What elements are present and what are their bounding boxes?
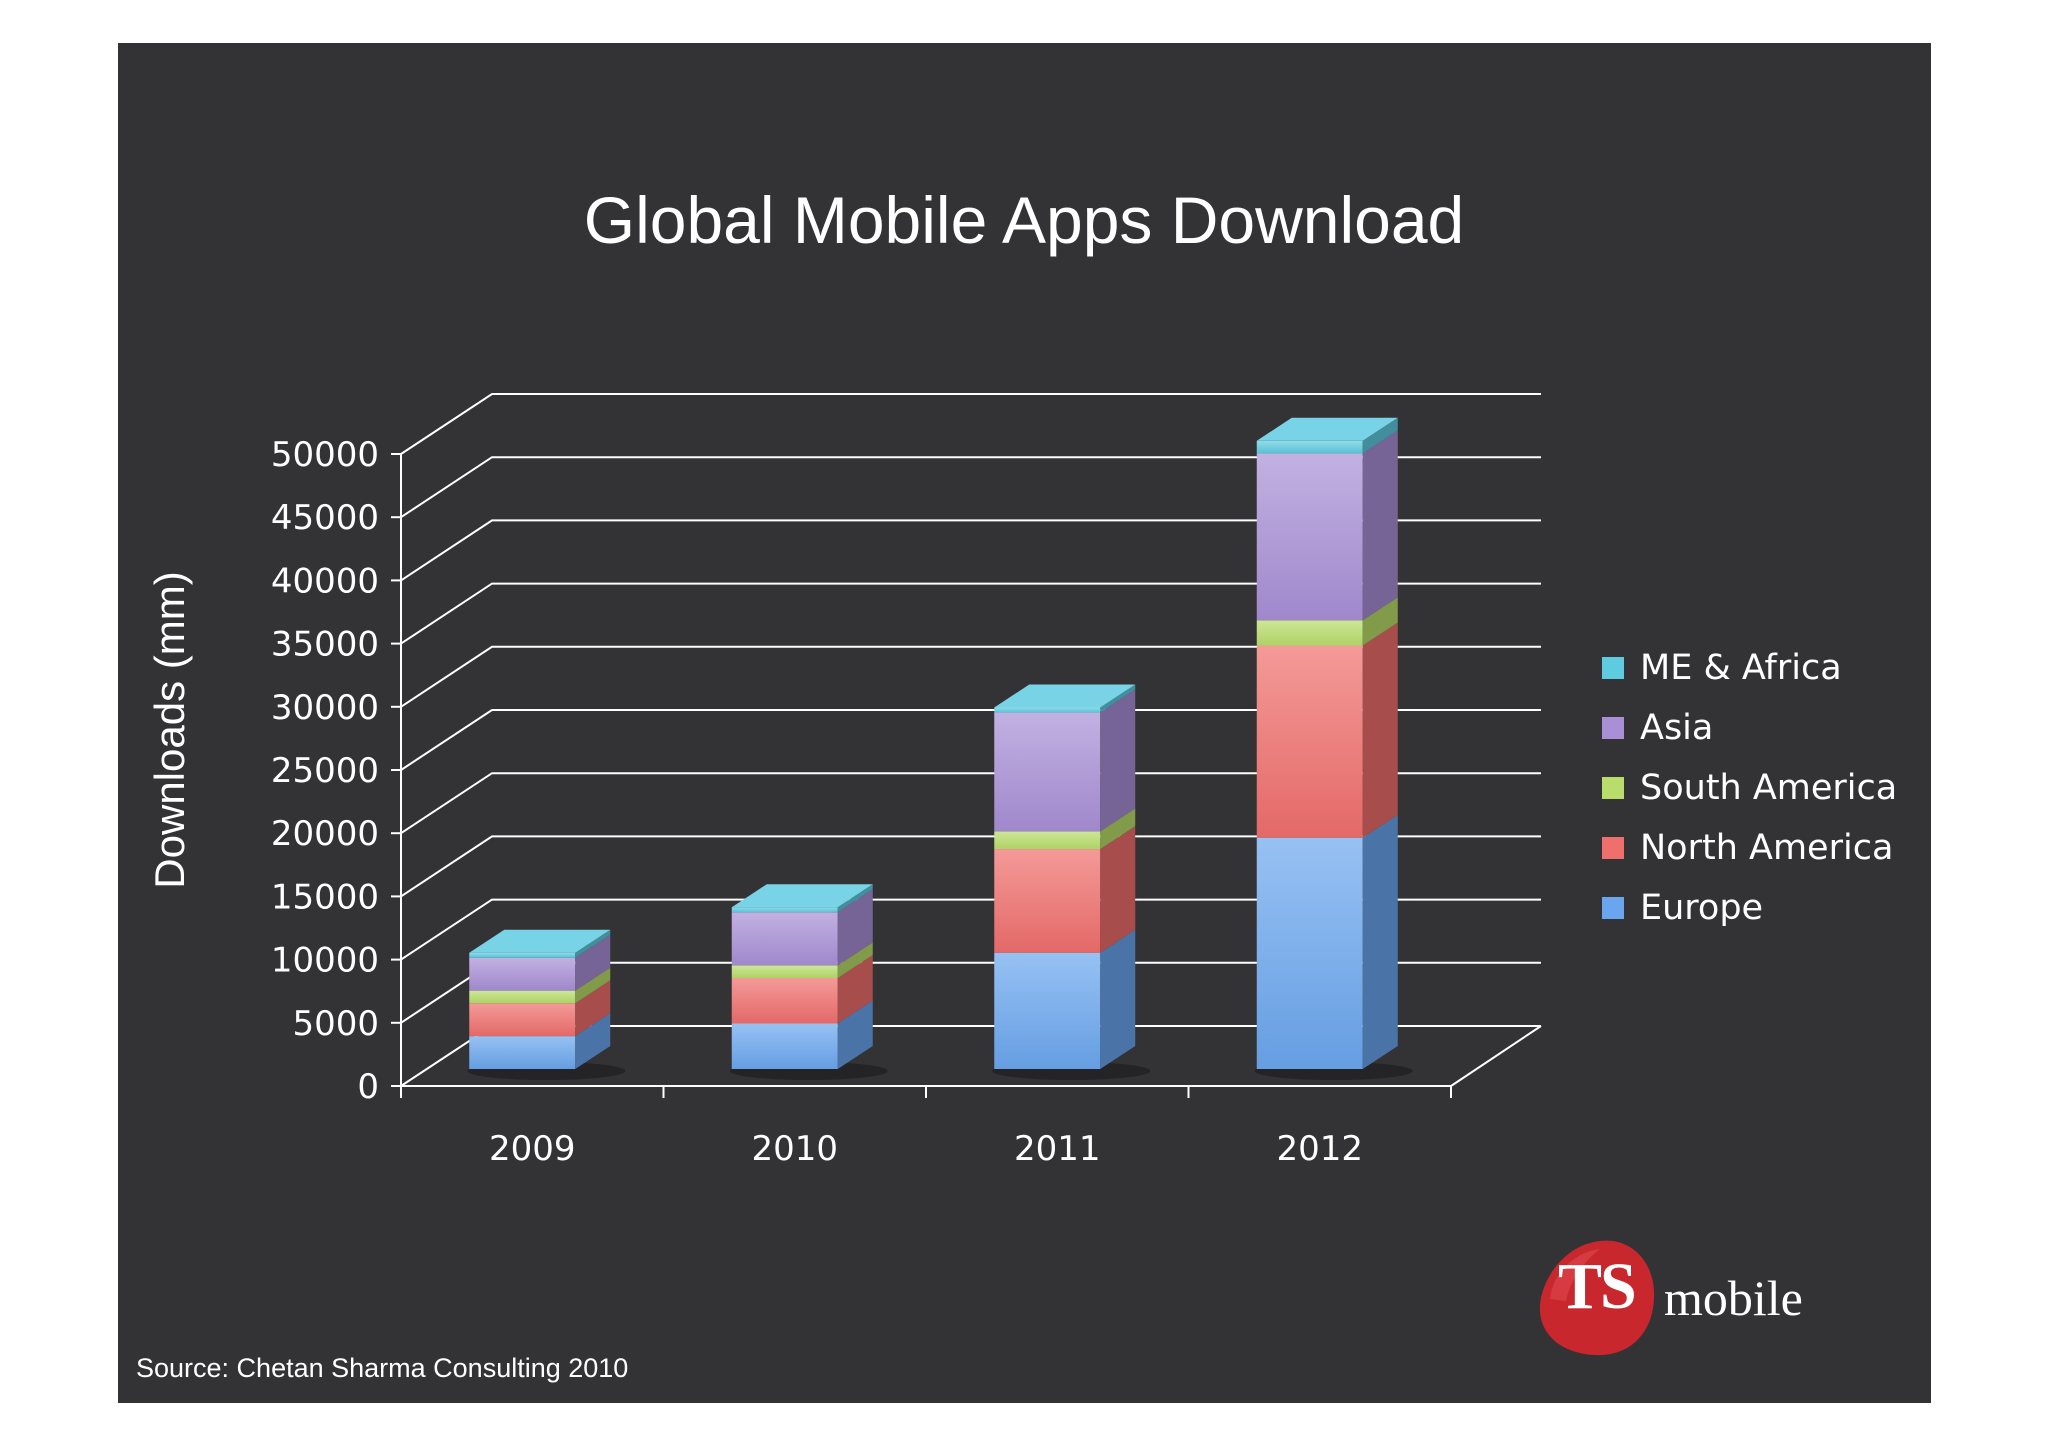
bar-segment-side [1100,684,1136,713]
y-tick-label: 10000 [271,941,379,981]
bar-top [1256,417,1398,441]
bar-segment [994,849,1101,953]
legend-swatch [1602,837,1624,859]
bar-segment-side [575,1013,611,1069]
bar-segment [1256,837,1363,1069]
bar-segment [1256,440,1363,454]
bar-segment [994,712,1101,832]
bar-segment [994,707,1101,713]
y-tick-label: 30000 [271,688,379,728]
bar-segment-side [837,884,873,913]
gridlines [400,393,1541,1087]
bar-segment [469,957,576,991]
bar-segment-side [1362,417,1398,454]
bar-segment-side [837,954,873,1024]
x-tick-label: 2009 [489,1129,576,1169]
bar-segment-side [1362,622,1398,838]
bar-segment-side [575,967,611,1004]
bar-segment-side [837,942,873,978]
bar-segment [994,952,1101,1069]
chart: Global Mobile Apps Download Downloads (m… [146,183,1897,1169]
bar-segment-side [1362,430,1398,621]
y-tick-label: 45000 [271,498,379,538]
gridline [400,645,1541,708]
legend: ME & Africa Asia South America North Americ… [1602,648,1897,928]
bar-segment-side [837,1000,873,1069]
gridline [400,898,1541,961]
slide: Global Mobile Apps Download Downloads (m… [118,43,1931,1403]
floor-edge-line [1450,1025,1542,1087]
bar-segment [1256,645,1363,838]
y-tick-label: 40000 [271,561,379,601]
bar-segment [731,907,838,913]
bar-segment [731,965,838,978]
y-tick-label: 20000 [271,814,379,854]
legend-label: South America [1640,768,1897,808]
bar-segment-side [1100,808,1136,850]
y-axis-label: Downloads (mm) [146,571,193,888]
bar-segment [469,1003,576,1037]
y-tick-label: 15000 [271,877,379,917]
bars [467,417,1413,1080]
source-note: Source: Chetan Sharma Consulting 2010 [136,1353,629,1383]
legend-swatch [1602,777,1624,799]
gridline [400,772,1541,835]
logo-mark: TS [1558,1250,1637,1323]
bar-top [994,684,1136,708]
legend-label: Europe [1640,888,1763,928]
y-tick-label: 35000 [271,625,379,665]
legend-label: Asia [1640,708,1713,748]
legend-swatch [1602,657,1624,679]
bar-segment-side [1100,929,1136,1069]
legend-swatch [1602,897,1624,919]
bar-segment [994,831,1101,850]
bar-top [469,929,611,953]
gridline [400,709,1541,771]
logo-word: mobile [1664,1270,1803,1326]
bar-segment-side [575,934,611,991]
gridline [400,456,1541,519]
gridline [400,835,1541,898]
y-tick-label: 25000 [271,751,379,791]
bar-segment-side [1100,826,1136,953]
x-tick-label: 2012 [1276,1129,1363,1169]
bar-segment [731,912,838,966]
y-tick-label: 50000 [271,435,379,475]
axes [391,453,1542,1098]
bar-segment [469,1036,576,1069]
bar-segment-side [575,980,611,1037]
gridline [400,519,1541,582]
chart-title: Global Mobile Apps Download [584,183,1465,257]
gridline [400,393,1541,455]
x-tick-label: 2011 [1014,1129,1101,1169]
x-tick-label: 2010 [751,1129,838,1169]
bar-segment [1256,453,1363,621]
y-tick-label: 5000 [292,1004,379,1044]
legend-swatch [1602,717,1624,739]
bar-segment-side [837,889,873,966]
gridline [400,582,1541,645]
bar-segment-side [1100,689,1136,832]
tick-labels: 0 5000 10000 15000 20000 25000 30000 35000 40000… [271,435,1363,1169]
ts-mobile-logo: TS mobile [1530,1229,1850,1369]
y-tick-label: 0 [357,1067,379,1107]
bar-segment-side [1362,814,1398,1069]
legend-label: ME & Africa [1640,648,1842,688]
legend-label: North America [1640,828,1893,868]
bar-segment [731,977,838,1024]
bar-segment-side [1362,597,1398,646]
bar-segment [469,990,576,1004]
bar-top [731,884,873,908]
bar-segment-side [575,929,611,958]
logo-blob-icon [1539,1240,1655,1356]
bar-segment [469,952,576,958]
bar-segment [1256,620,1363,646]
bar-segment [731,1023,838,1069]
